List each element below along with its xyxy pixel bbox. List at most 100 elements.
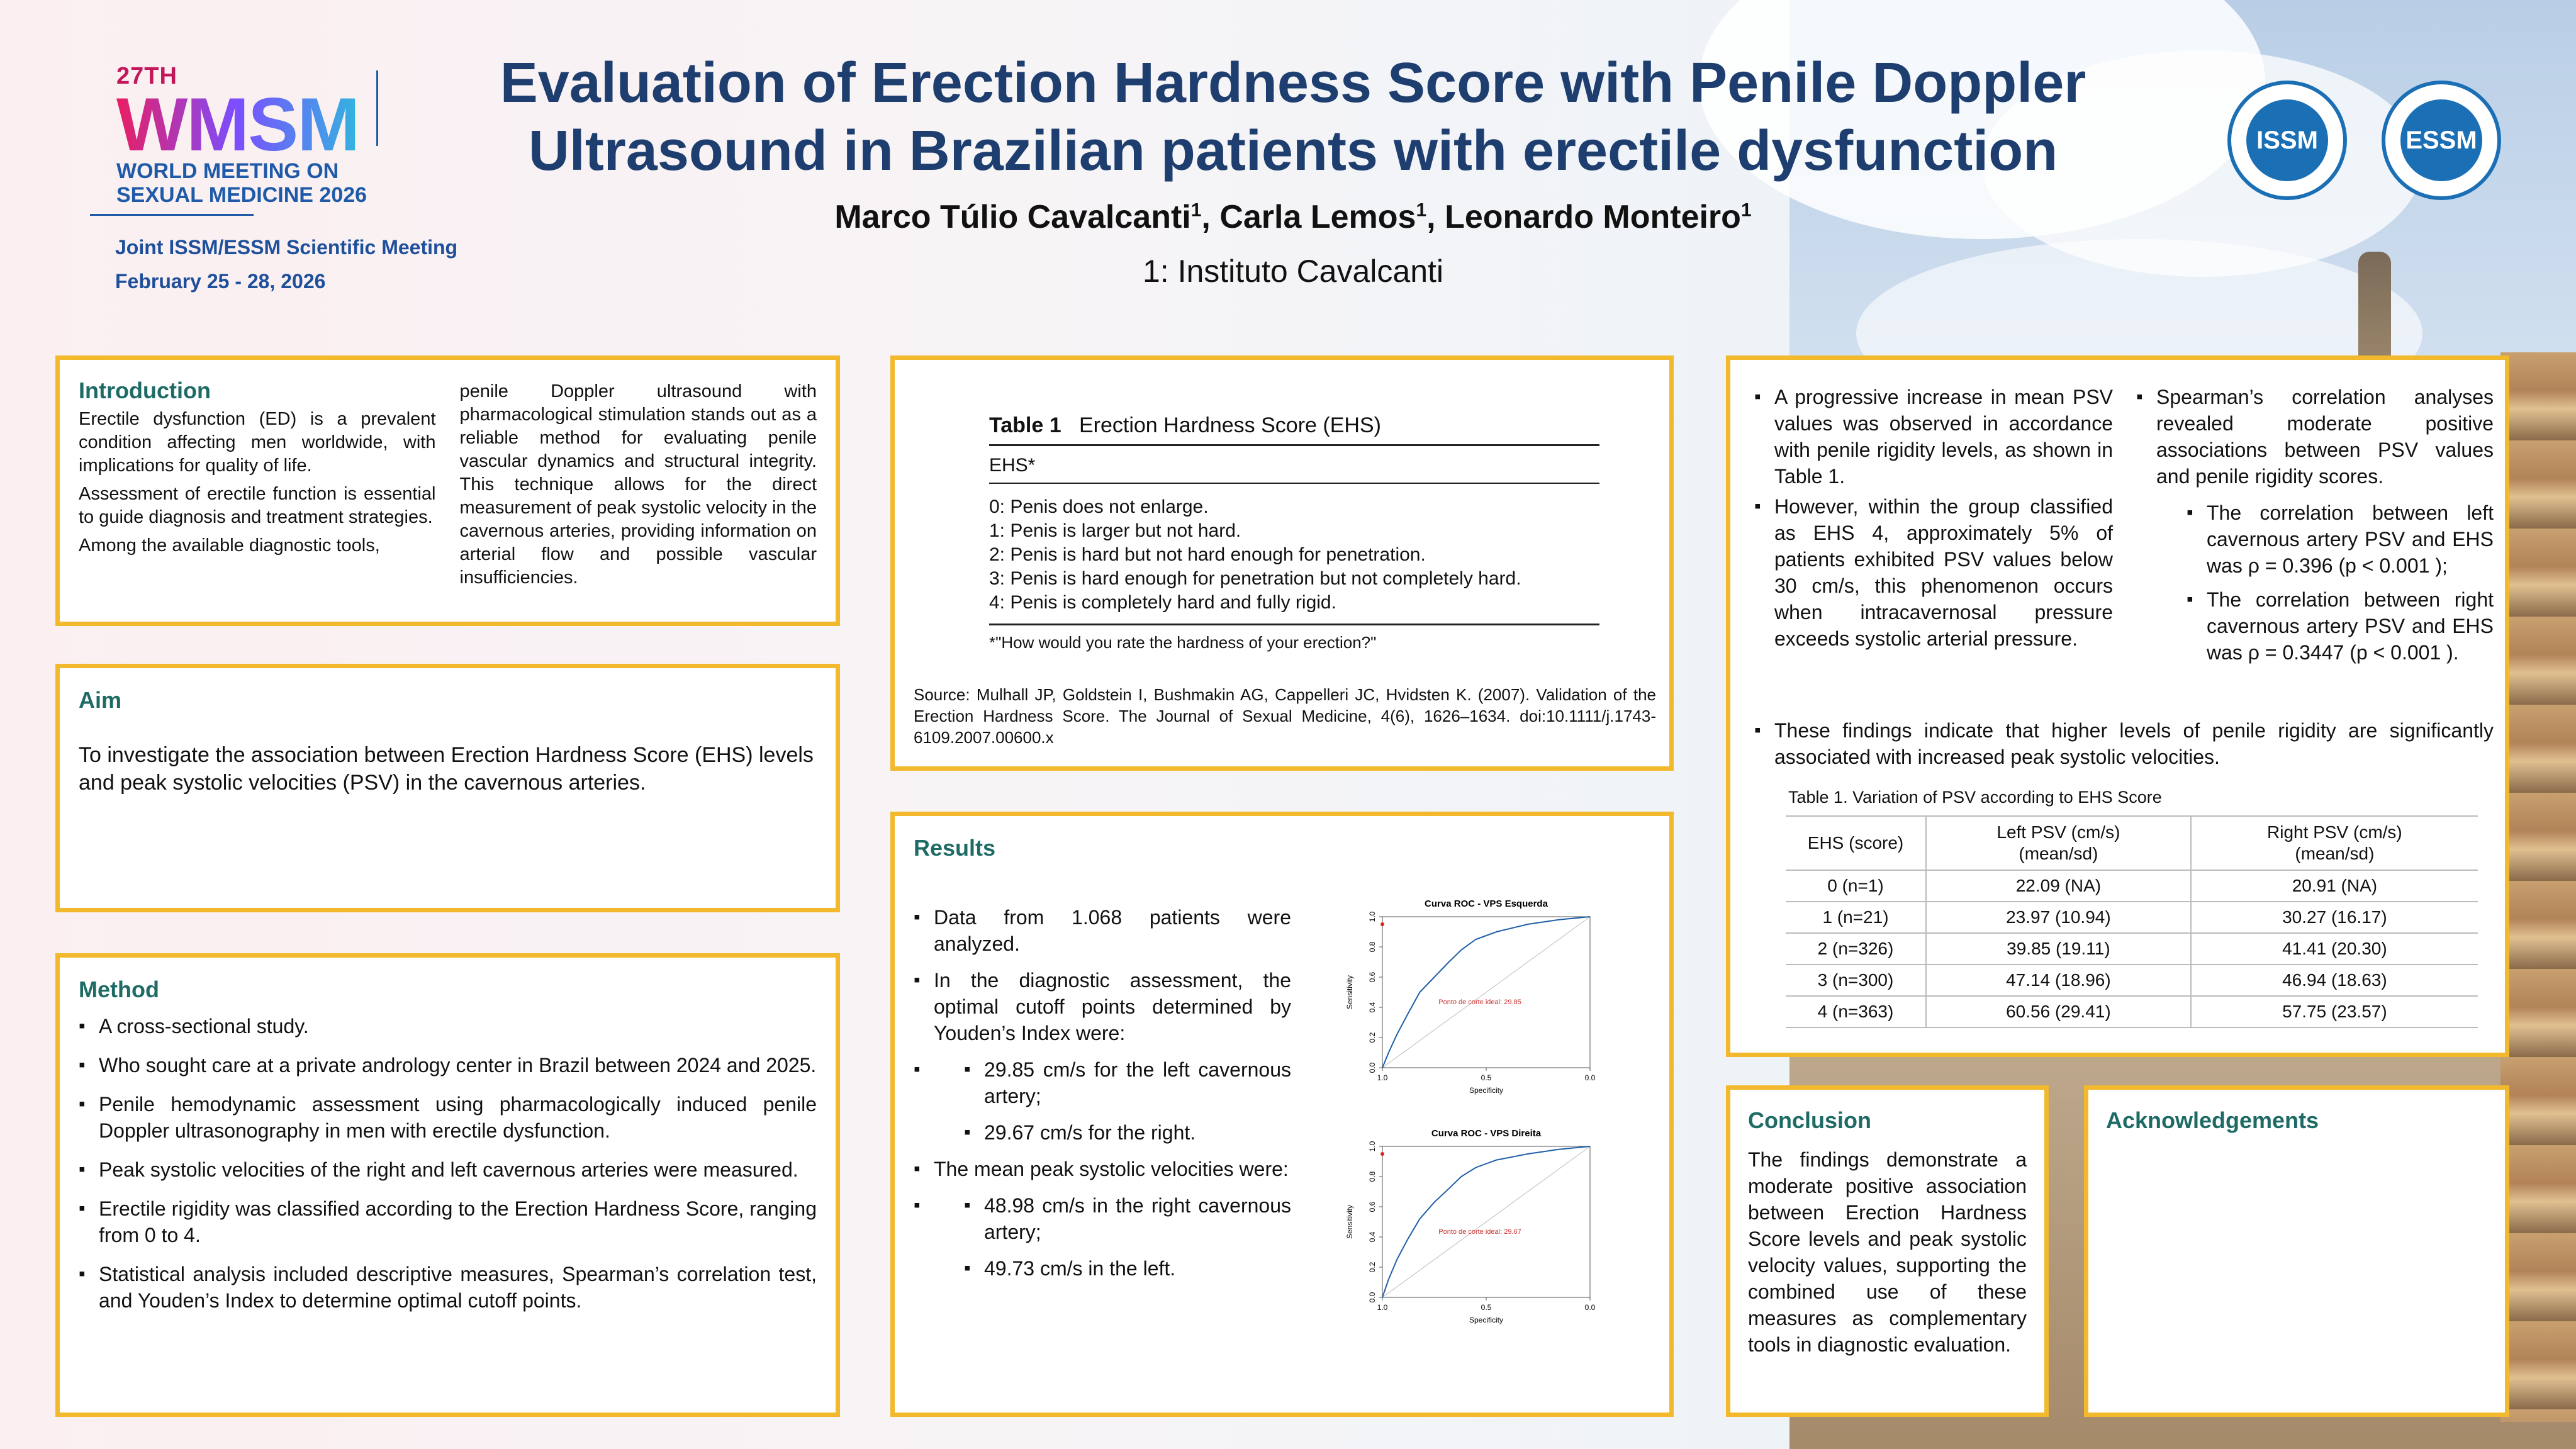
introduction-section: Introduction Erectile dysfunction (ED) i… [55,355,840,626]
city-facades [2500,352,2576,1422]
y-tick-label: 0.0 [1368,1292,1377,1302]
table-cell: 57.75 (23.57) [2190,995,2478,1028]
method-list: A cross-sectional study. Who sought care… [79,1013,817,1314]
paragraph: penile Doppler ultrasound with pharmacol… [459,381,817,588]
section-heading: Aim [79,687,122,713]
table-row: 1 (n=21) 23.97 (10.94) 30.27 (16.17) [1786,901,2478,934]
introduction-column-left: Erectile dysfunction (ED) is a prevalent… [79,408,436,596]
poster-title: Evaluation of Erection Hardness Score wi… [500,52,2086,182]
list-item: A cross-sectional study. [79,1013,817,1039]
list-item: However, within the group classified as … [1754,493,2113,652]
aim-section: Aim To investigate the association betwe… [55,664,840,912]
results-section: Results Data from 1.068 patients were an… [890,812,1674,1417]
list-item: In the diagnostic assessment, the optima… [914,967,1291,1046]
table-cell: 22.09 (NA) [1926,870,2192,902]
ehs-row: 1: Penis is larger but not hard. [989,520,1241,541]
y-axis-label: Sensitivity [1345,1205,1354,1239]
cutoff-annotation: Ponto de corte ideal: 29.67 [1438,1228,1521,1236]
findings-list-right: Spearman’s correlation analyses revealed… [2136,384,2494,666]
y-tick-label: 0.4 [1368,1231,1377,1242]
meeting-info: Joint ISSM/ESSM Scientific Meeting Febru… [115,230,457,298]
diagonal-reference-line [1382,1146,1591,1298]
table-row: 3 (n=300) 47.14 (18.96) 46.94 (18.63) [1786,964,2478,997]
column-header: Right PSV (cm/s) (mean/sd) [2190,815,2478,871]
paragraph: Among the available diagnostic tools, [79,535,380,556]
x-tick-label: 0.0 [1585,1073,1596,1082]
ehs-table-column: EHS* [989,446,1599,484]
table-cell: 1 (n=21) [1786,901,1927,934]
author-name: Carla Lemos [1219,199,1416,235]
affiliation: 1: Instituto Cavalcanti [1142,254,1444,289]
x-tick-label: 1.0 [1377,1303,1388,1312]
introduction-column-right: penile Doppler ultrasound with pharmacol… [460,380,817,596]
section-heading: Conclusion [1748,1107,1871,1133]
meeting-dates: February 25 - 28, 2026 [115,270,326,293]
table-cell: 39.85 (19.11) [1926,932,2192,965]
section-heading: Method [79,976,159,1002]
list-item: 48.98 cm/s in the right cavernous artery… [964,1192,1291,1245]
list-item: Spearman’s correlation analyses revealed… [2136,384,2494,490]
list-item: Penile hemodynamic assessment using phar… [79,1091,817,1144]
sub-list-container: 29.85 cm/s for the left cavernous artery… [914,1056,1291,1146]
chart-title: Curva ROC - VPS Esquerda [1425,898,1548,909]
sub-list: 48.98 cm/s in the right cavernous artery… [914,1192,1291,1282]
section-heading: Acknowledgements [2106,1107,2319,1133]
ehs-table-title: Erection Hardness Score (EHS) [1078,413,1381,437]
issm-logo: ISSM [2227,81,2347,200]
roc-chart-right: Curva ROC - VPS Direita 0.0 0.2 0.4 0.6 0.8 1.… [1345,1128,1596,1324]
conclusion-text: The findings demonstrate a moderate posi… [1748,1148,2027,1356]
table-cell: 3 (n=300) [1786,964,1927,997]
ehs-row: 0: Penis does not enlarge. [989,496,1209,517]
y-tick-label: 0.6 [1368,1201,1377,1212]
table-cell: 23.97 (10.94) [1926,901,2192,934]
findings-sub-list: The correlation between left cavernous a… [2136,500,2494,666]
y-tick-label: 0.4 [1368,1002,1377,1012]
cloud [1982,50,2422,277]
list-item: The correlation between left cavernous a… [2187,500,2494,579]
roc-curve [1382,916,1591,1068]
essm-logo-text: ESSM [2400,99,2482,181]
list-item: 29.67 cm/s for the right. [964,1119,1291,1146]
roc-chart-left: Curva ROC - VPS Esquerda 0.0 0.2 0.4 0.6 0.8 1… [1345,898,1596,1095]
list-item: Peak systolic velocities of the right an… [79,1156,817,1183]
column-header: EHS (score) [1786,815,1927,871]
findings-list-left: A progressive increase in mean PSV value… [1754,384,2113,652]
logo-sub-line2: SEXUAL MEDICINE 2026 [116,183,367,207]
ehs-row: 4: Penis is completely hard and fully ri… [989,592,1336,613]
list-item: Data from 1.068 patients were analyzed. [914,904,1291,957]
essm-logo: ESSM [2382,81,2501,200]
ehs-row: 3: Penis is hard enough for penetration … [989,568,1521,589]
logo-divider [376,70,378,146]
y-axis-label: Sensitivity [1345,975,1354,1009]
ehs-row: 2: Penis is hard but not hard enough for… [989,544,1426,565]
table-cell: 20.91 (NA) [2190,870,2478,902]
list-item: The mean peak systolic velocities were: [914,1156,1291,1182]
section-heading: Introduction [79,378,211,403]
y-tick-label: 0.6 [1368,971,1377,982]
y-tick-label: 1.0 [1368,1141,1377,1151]
table-row: 0 (n=1) 22.09 (NA) 20.91 (NA) [1786,870,2478,902]
ehs-table-rows: 0: Penis does not enlarge. 1: Penis is l… [989,484,1599,625]
list-item: Who sought care at a private andrology c… [79,1052,817,1078]
column-header: Left PSV (cm/s) (mean/sd) [1926,815,2192,871]
ehs-table-label: Table 1 [989,413,1061,437]
list-item: Erectile rigidity was classified accordi… [79,1195,817,1248]
list-item: 49.73 cm/s in the left. [964,1255,1291,1282]
x-tick-label: 0.5 [1481,1303,1492,1312]
table-cell: 60.56 (29.41) [1926,995,2192,1028]
list-item: 29.85 cm/s for the left cavernous artery… [964,1056,1291,1109]
introduction-body: Erectile dysfunction (ED) is a prevalent… [79,381,817,596]
logo-underline [90,214,254,216]
findings-section: A progressive increase in mean PSV value… [1726,355,2509,1057]
author-list: Marco Túlio Cavalcanti1, Carla Lemos1, L… [834,199,1752,235]
conference-logo: 27TH WMSM WORLD MEETING ON SEXUAL MEDICI… [116,63,381,207]
ehs-table-section: Table 1 Erection Hardness Score (EHS) EH… [890,355,1674,771]
chart-title: Curva ROC - VPS Direita [1431,1128,1542,1139]
sub-list: 29.85 cm/s for the left cavernous artery… [914,1056,1291,1146]
aim-text: To investigate the association between E… [79,743,814,795]
list-item: These findings indicate that higher leve… [1754,717,2494,770]
author-name: Marco Túlio Cavalcanti [834,199,1191,235]
ehs-table-footnote: *"How would you rate the hardness of you… [989,633,1377,652]
y-tick-label: 0.2 [1368,1032,1377,1043]
list-item: A progressive increase in mean PSV value… [1754,384,2113,490]
